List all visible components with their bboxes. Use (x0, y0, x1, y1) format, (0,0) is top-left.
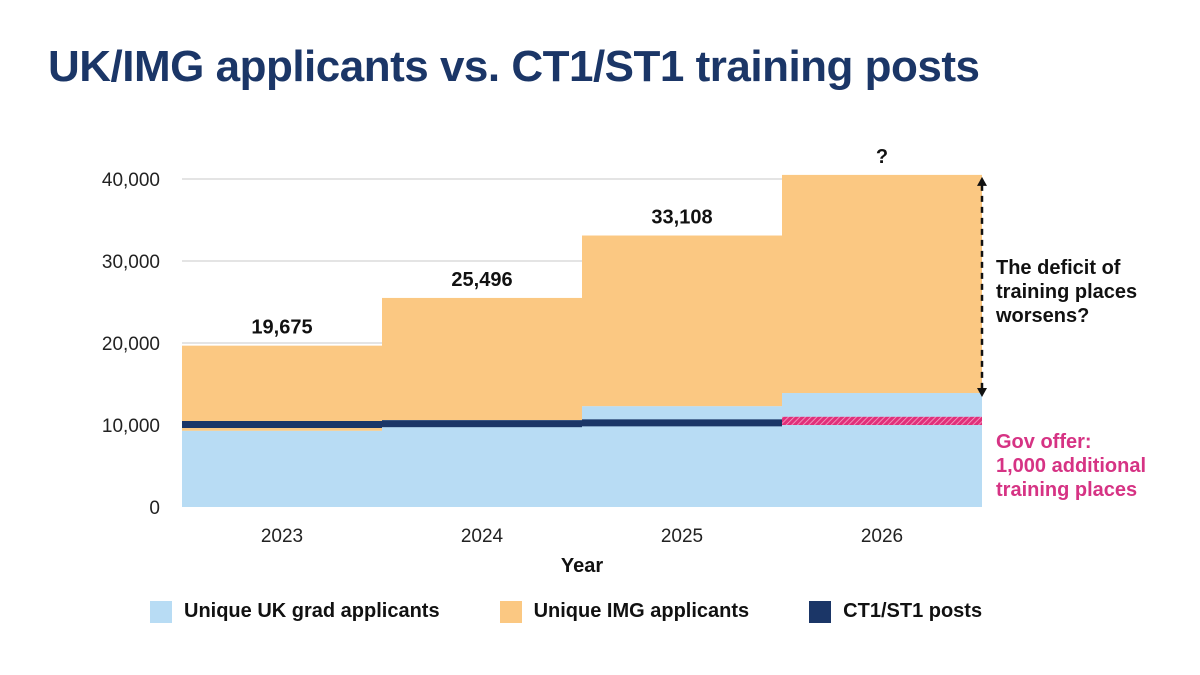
legend-swatch-posts (809, 600, 832, 623)
legend-item-img: Unique IMG applicants (499, 600, 750, 623)
total-label-2023: 19,675 (251, 317, 312, 339)
y-tick-label-0: 0 (149, 498, 160, 519)
x-tick-label-2024: 2024 (461, 526, 504, 547)
annotation-deficit: The deficit of training places worsens? (996, 257, 1138, 327)
x-tick-label-2023: 2023 (261, 526, 303, 547)
legend-label-posts: CT1/ST1 posts (843, 600, 983, 622)
total-label-2025: 33,108 (651, 207, 712, 229)
bar-img-2025 (582, 235, 782, 407)
bar-img-2026 (782, 174, 982, 394)
bar-img-2023 (182, 345, 382, 431)
gov-offer-band (782, 416, 982, 425)
legend-swatch-uk (150, 600, 172, 623)
x-axis-title: Year (561, 555, 603, 577)
y-tick-label-3: 30,000 (102, 252, 160, 273)
y-tick-label-1: 10,000 (102, 416, 160, 437)
posts-line-2024 (382, 420, 582, 428)
bar-img-2024 (382, 297, 582, 421)
legend-item-posts: CT1/ST1 posts (809, 600, 982, 623)
legend-label-uk: Unique UK grad applicants (184, 600, 440, 622)
deficit-arrow-head-up (977, 176, 987, 186)
bar-uk-2026 (782, 393, 982, 507)
legend-label-img: Unique IMG applicants (533, 600, 750, 622)
bar-uk-2023 (182, 430, 382, 507)
legend-swatch-img (499, 600, 522, 623)
total-label-2026: ? (876, 146, 888, 168)
x-tick-label-2026: 2026 (861, 526, 903, 547)
y-tick-label-4: 40,000 (102, 170, 160, 191)
bar-uk-2024 (382, 420, 582, 507)
y-tick-label-2: 20,000 (102, 334, 160, 355)
annotation-gov-offer: Gov offer: 1,000 additional training pla… (996, 431, 1147, 501)
total-label-2024: 25,496 (451, 269, 512, 291)
legend: Unique UK grad applicants Unique IMG app… (150, 600, 1042, 623)
posts-line-2023 (182, 421, 382, 428)
posts-line-2025 (582, 419, 782, 427)
x-tick-label-2025: 2025 (661, 526, 703, 547)
deficit-arrow-head-down (977, 388, 987, 398)
chart-title: UK/IMG applicants vs. CT1/ST1 training p… (48, 42, 980, 91)
legend-item-uk: Unique UK grad applicants (150, 600, 440, 623)
